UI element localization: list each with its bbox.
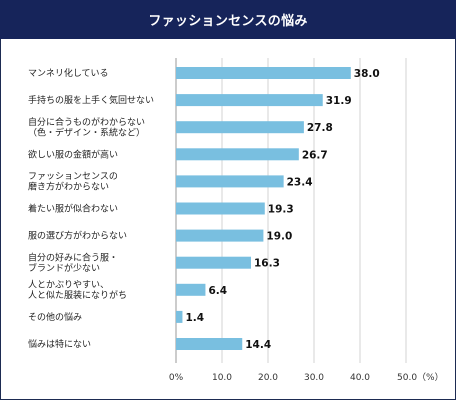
category-label: その他の悩み	[28, 311, 82, 323]
chart-title: ファッションセンスの悩み	[0, 0, 456, 39]
x-tick-label: 0%	[169, 373, 184, 383]
bar	[176, 256, 251, 269]
category-label: 人とかぶりやすい、	[28, 280, 109, 291]
bar	[176, 283, 206, 296]
bar-value-label: 6.4	[208, 285, 227, 297]
category-label: 人と似た服装になりがち	[28, 289, 127, 301]
category-label: （色・デザイン・系統など）	[28, 126, 145, 138]
bar	[176, 338, 243, 350]
bar-value-label: 38.0	[354, 68, 380, 80]
category-label: ブランドが少ない	[28, 262, 100, 274]
x-tick-label: 10.0	[212, 373, 232, 383]
bar	[176, 175, 284, 188]
bar-value-label: 26.7	[302, 149, 328, 161]
x-tick-label: 40.0	[350, 373, 370, 383]
category-label: 悩みは特にない	[28, 338, 91, 350]
bar-value-label: 14.4	[245, 339, 271, 351]
category-label: 手持ちの服を上手く気回せない	[28, 94, 154, 106]
x-tick-label: 50.0（%）	[397, 372, 444, 383]
bar-value-label: 31.9	[326, 95, 352, 107]
bar	[176, 67, 351, 79]
category-label: ファッションセンスの	[28, 171, 118, 182]
category-label: 自分に合うものがわからない	[28, 116, 145, 128]
bar	[176, 310, 183, 323]
bar-value-label: 19.0	[266, 231, 292, 243]
bar-value-label: 1.4	[185, 312, 204, 324]
bar-value-label: 27.8	[307, 122, 333, 134]
category-label: 自分の好みに合う服・	[28, 251, 118, 263]
category-label: 着たい服が似合わない	[28, 203, 118, 215]
category-label: 欲しい服の金額が高い	[28, 148, 118, 160]
x-tick-label: 20.0	[258, 373, 278, 383]
x-tick-label: 30.0	[304, 373, 324, 383]
bar-value-label: 19.3	[268, 204, 294, 216]
bar	[176, 94, 323, 107]
category-label: 服の選び方がわからない	[28, 230, 127, 242]
bar-value-label: 23.4	[287, 176, 313, 188]
category-label: マンネリ化している	[28, 67, 109, 79]
bar	[176, 121, 304, 134]
bar	[176, 148, 299, 161]
bar	[176, 229, 264, 242]
category-label: 磨き方がわからない	[28, 181, 109, 193]
bar-value-label: 16.3	[254, 258, 280, 270]
bar	[176, 202, 265, 215]
